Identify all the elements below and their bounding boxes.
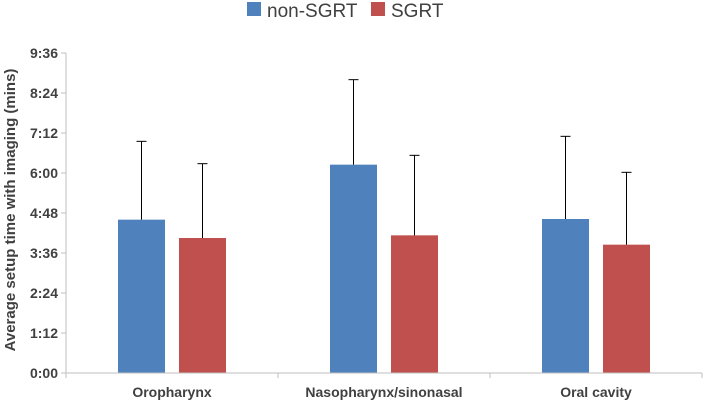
legend: non-SGRT SGRT (247, 1, 444, 22)
legend-label-sgrt: SGRT (391, 1, 444, 22)
y-tick-label: 9:36 (30, 45, 58, 61)
bar-non-sgrt (118, 219, 165, 373)
y-tick-label: 4:48 (30, 205, 58, 221)
y-tick-label: 1:12 (30, 325, 58, 341)
legend-swatch-non-sgrt (247, 2, 261, 16)
x-category-label: Nasopharynx/sinonasal (305, 384, 462, 400)
bar-non-sgrt (542, 219, 589, 373)
x-category-label: Oropharynx (132, 384, 212, 400)
y-tick-label: 3:36 (30, 245, 58, 261)
bar-sgrt (391, 235, 438, 373)
y-tick-label: 0:00 (30, 365, 58, 381)
legend-label-non-sgrt: non-SGRT (267, 1, 358, 22)
bar-non-sgrt (330, 164, 377, 373)
bar-sgrt (179, 238, 226, 373)
y-tick-label: 7:12 (30, 125, 58, 141)
x-category-label: Oral cavity (560, 384, 632, 400)
legend-swatch-sgrt (371, 2, 385, 16)
bar-sgrt (603, 244, 650, 373)
y-tick-label: 8:24 (30, 85, 58, 101)
y-tick-label: 6:00 (30, 165, 58, 181)
y-tick-label: 2:24 (30, 285, 58, 301)
y-axis-title: Average setup time with imaging (mins) (2, 69, 19, 352)
